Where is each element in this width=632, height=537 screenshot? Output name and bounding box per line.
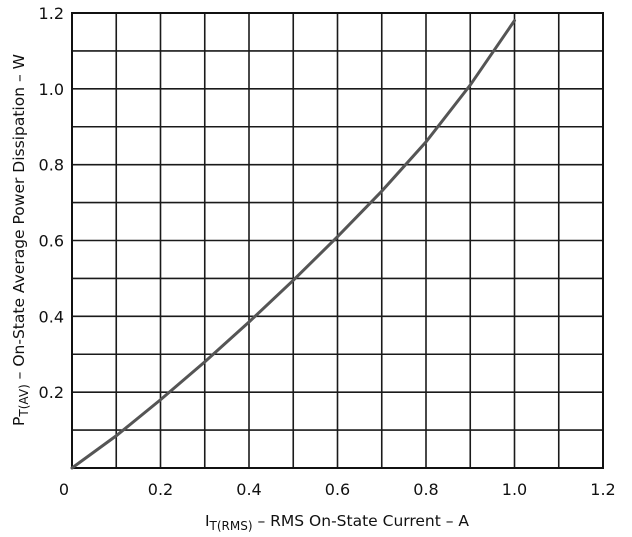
- data-point: [203, 360, 206, 364]
- x-tick-label: 0.6: [325, 480, 350, 499]
- y-tick-label: 0.4: [39, 307, 64, 326]
- x-tick-label: 0.8: [413, 480, 438, 499]
- plot-frame: [71, 12, 604, 469]
- data-point: [115, 434, 118, 437]
- y-tick-label: 0.6: [39, 232, 64, 251]
- y-tick-label: 1.2: [39, 4, 64, 23]
- x-tick-labels: 0 0.2 0.4 0.6 0.8 1.0 1.2: [59, 480, 616, 499]
- data-point: [159, 398, 162, 401]
- data-point: [424, 140, 428, 144]
- y-tick-label: 0.8: [39, 156, 64, 175]
- data-point: [292, 279, 295, 282]
- y-tick-label: 1.0: [39, 80, 64, 99]
- data-point: [469, 83, 472, 87]
- x-tick-label: 1.2: [590, 480, 615, 499]
- data-point: [380, 190, 383, 193]
- y-axis-label-main: P: [10, 417, 28, 426]
- data-points: [70, 19, 516, 470]
- x-axis-label: IT(RMS) – RMS On-State Current – A: [205, 512, 469, 533]
- y-tick-labels: 0.2 0.4 0.6 0.8 1.0 1.2: [39, 4, 64, 402]
- x-axis-label-main: I: [205, 512, 210, 530]
- y-axis-label-subscript: T(AV): [17, 384, 31, 417]
- grid: [72, 13, 603, 468]
- data-point: [336, 235, 339, 238]
- data-point: [247, 320, 251, 324]
- x-axis-label-text: – RMS On-State Current – A: [253, 512, 470, 530]
- y-tick-label: 0.2: [39, 383, 64, 402]
- x-axis-label-subscript: T(RMS): [209, 519, 253, 533]
- y-axis-label-text: – On-State Average Power Dissipation – W: [10, 54, 28, 384]
- data-point: [513, 19, 516, 22]
- y-axis-label: PT(AV) – On-State Average Power Dissipat…: [10, 54, 31, 426]
- x-tick-label: 1.0: [502, 480, 527, 499]
- x-tick-label: 0.4: [236, 480, 261, 499]
- x-tick-label: 0: [59, 480, 69, 499]
- data-point: [70, 466, 74, 470]
- x-tick-label: 0.2: [148, 480, 173, 499]
